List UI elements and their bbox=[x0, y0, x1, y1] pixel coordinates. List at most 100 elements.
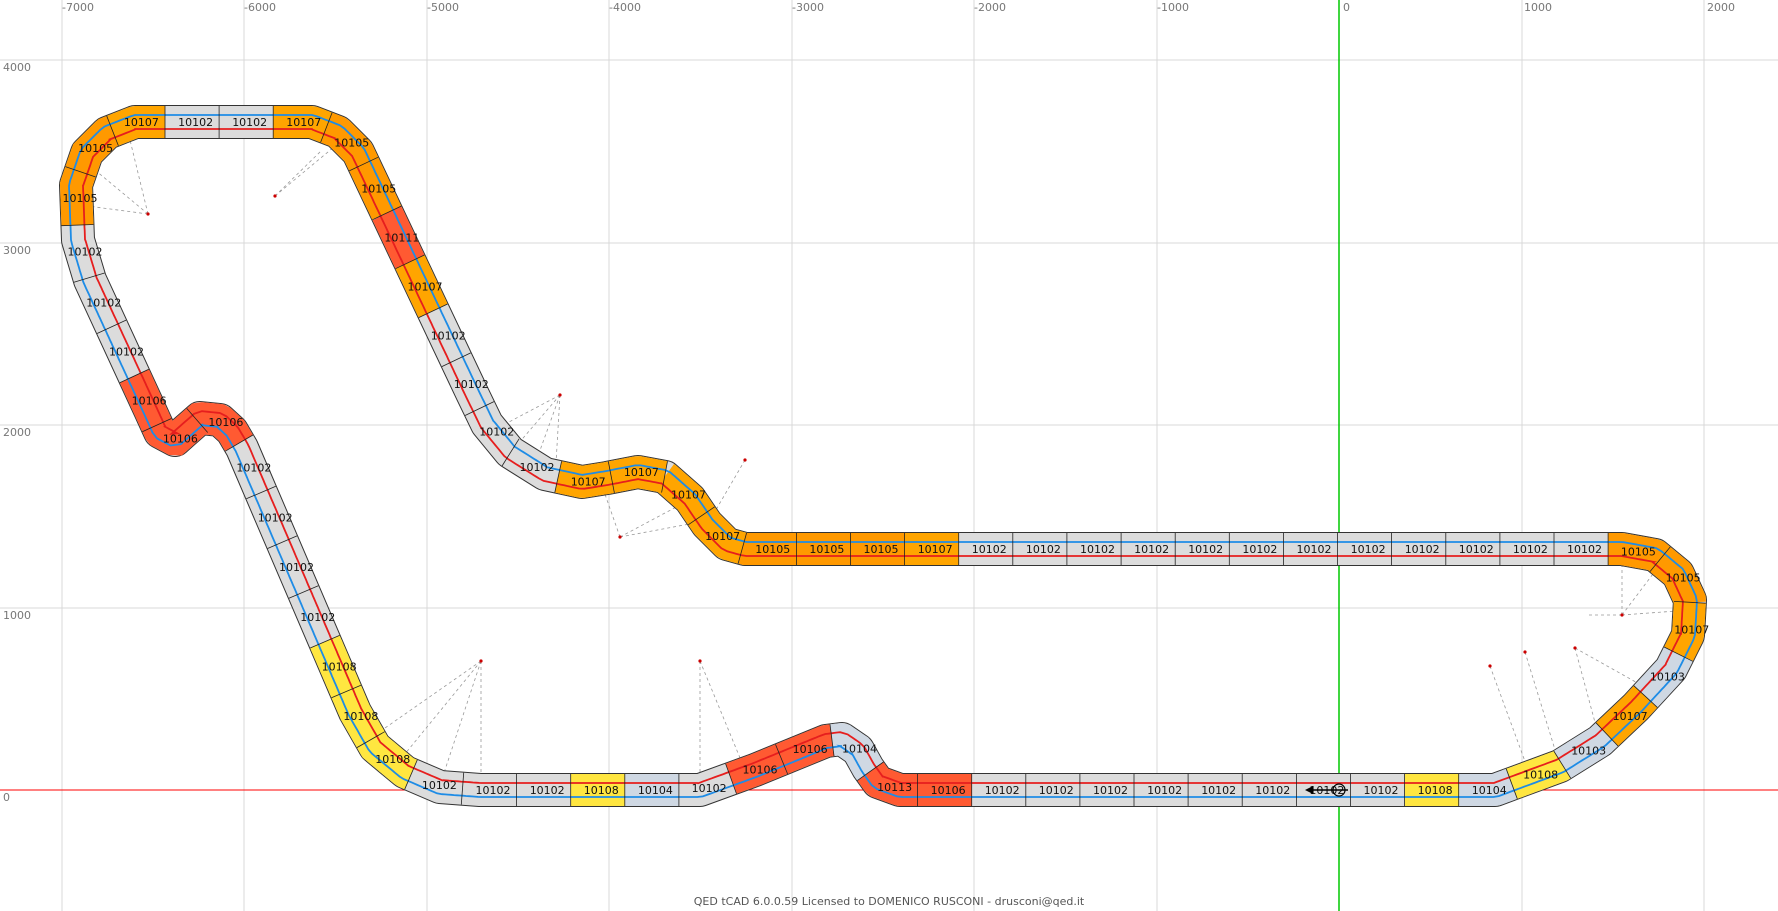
track-piece-label[interactable]: 10105 bbox=[334, 136, 369, 149]
track-piece-label[interactable]: 10107 bbox=[671, 489, 706, 502]
track-piece-label[interactable]: 10102 bbox=[1093, 784, 1128, 797]
track-piece-label[interactable]: 10105 bbox=[1666, 572, 1701, 585]
track-piece-label[interactable]: 10107 bbox=[705, 530, 740, 543]
track-piece-label[interactable]: 10102 bbox=[1080, 543, 1115, 556]
curve-center-marker[interactable] bbox=[698, 659, 702, 663]
curve-center-marker[interactable] bbox=[146, 212, 150, 216]
track-piece-label[interactable]: 10102 bbox=[530, 784, 565, 797]
track-piece-label[interactable]: 10107 bbox=[1674, 623, 1709, 636]
curve-center-marker[interactable] bbox=[558, 393, 562, 397]
track-piece-label[interactable]: 10102 bbox=[1201, 784, 1236, 797]
track-piece-label[interactable]: 10102 bbox=[1513, 543, 1548, 556]
track-piece-label[interactable]: 10102 bbox=[422, 779, 457, 792]
track-piece-label[interactable]: 10102 bbox=[300, 611, 335, 624]
track-piece-label[interactable]: 10104 bbox=[842, 743, 877, 756]
track-piece-label[interactable]: 10104 bbox=[1472, 784, 1507, 797]
track-piece-label[interactable]: 10102 bbox=[692, 782, 727, 795]
track-piece-label[interactable]: 10102 bbox=[1364, 784, 1399, 797]
track-piece-label[interactable]: 10103 bbox=[1571, 744, 1606, 757]
track-piece-label[interactable]: 10106 bbox=[931, 784, 966, 797]
track-piece-label[interactable]: 10105 bbox=[361, 183, 396, 196]
track-piece-label[interactable]: 10102 bbox=[258, 511, 293, 524]
track-piece-label[interactable]: 10106 bbox=[743, 763, 778, 776]
track-piece-label[interactable]: 10102 bbox=[985, 784, 1020, 797]
track-piece-label[interactable]: 10102 bbox=[520, 461, 555, 474]
track-piece-label[interactable]: 10102 bbox=[279, 561, 314, 574]
track-piece-label[interactable]: 10108 bbox=[1418, 784, 1453, 797]
track-piece-label[interactable]: 10102 bbox=[178, 116, 213, 129]
start-marker-icon[interactable] bbox=[1305, 783, 1348, 797]
track-piece-label[interactable]: 10105 bbox=[1621, 545, 1656, 558]
track-piece-label[interactable]: 10102 bbox=[236, 462, 271, 475]
piece-separator bbox=[106, 115, 119, 146]
track-piece-label[interactable]: 10106 bbox=[793, 743, 828, 756]
piece-separator bbox=[1595, 722, 1619, 747]
track-piece-label[interactable]: 10102 bbox=[1147, 784, 1182, 797]
track-piece-label[interactable]: 10102 bbox=[972, 543, 1007, 556]
track-piece-label[interactable]: 10102 bbox=[431, 329, 466, 342]
curve-center-marker[interactable] bbox=[273, 194, 277, 198]
curve-center-marker[interactable] bbox=[618, 535, 622, 539]
track-piece-label[interactable]: 10102 bbox=[1026, 543, 1061, 556]
curve-center-marker[interactable] bbox=[1523, 650, 1527, 654]
status-bar-text: QED tCAD 6.0.0.59 Licensed to DOMENICO R… bbox=[693, 895, 1085, 908]
track-piece-label[interactable]: 10102 bbox=[476, 784, 511, 797]
track-piece-label[interactable]: 10102 bbox=[86, 296, 121, 309]
track-piece-label[interactable]: 10105 bbox=[809, 543, 844, 556]
track-piece-fill bbox=[688, 506, 747, 564]
track-piece-label[interactable]: 10108 bbox=[375, 753, 410, 766]
track-piece-label[interactable]: 10102 bbox=[109, 345, 144, 358]
track-piece-label[interactable]: 10102 bbox=[68, 246, 103, 259]
track-piece-label[interactable]: 10102 bbox=[1242, 543, 1277, 556]
track-piece-label[interactable]: 10105 bbox=[864, 543, 899, 556]
construction-line bbox=[274, 141, 341, 197]
track-piece-label[interactable]: 10102 bbox=[1297, 543, 1332, 556]
track-piece-label[interactable]: 10107 bbox=[408, 280, 443, 293]
track-piece-label[interactable]: 10107 bbox=[918, 543, 953, 556]
track-piece-label[interactable]: 10105 bbox=[78, 142, 113, 155]
track-piece-label[interactable]: 10107 bbox=[286, 116, 321, 129]
track-piece-fill bbox=[1633, 647, 1693, 708]
track-piece-label[interactable]: 10102 bbox=[479, 426, 514, 439]
track-piece-label[interactable]: 10111 bbox=[384, 231, 419, 244]
track-piece-fill bbox=[310, 635, 361, 698]
track-piece-fill bbox=[320, 112, 379, 171]
curve-center-marker[interactable] bbox=[1620, 613, 1624, 617]
track-piece-label[interactable]: 10113 bbox=[877, 781, 912, 794]
track-piece-label[interactable]: 10107 bbox=[571, 476, 606, 489]
y-tick-label: 3000 bbox=[3, 244, 31, 257]
track-piece-label[interactable]: 10105 bbox=[63, 192, 98, 205]
track-piece-label[interactable]: 10104 bbox=[638, 784, 673, 797]
track-piece-fill bbox=[1649, 547, 1706, 607]
track-piece-label[interactable]: 10108 bbox=[322, 661, 357, 674]
track-piece-label[interactable]: 10103 bbox=[1650, 671, 1685, 684]
track-piece-label[interactable]: 10106 bbox=[208, 416, 243, 429]
track-piece-label[interactable]: 10108 bbox=[584, 784, 619, 797]
track-piece-label[interactable]: 10108 bbox=[1523, 769, 1558, 782]
curve-center-marker[interactable] bbox=[743, 458, 747, 462]
track-piece-label[interactable]: 10102 bbox=[1134, 543, 1169, 556]
track-piece-label[interactable]: 10107 bbox=[124, 116, 159, 129]
track-piece-label[interactable]: 10107 bbox=[1613, 710, 1648, 723]
track-piece-label[interactable]: 10102 bbox=[1459, 543, 1494, 556]
track-piece-label[interactable]: 10106 bbox=[132, 395, 167, 408]
track-piece-label[interactable]: 10102 bbox=[1405, 543, 1440, 556]
track-piece-fill bbox=[356, 731, 418, 790]
track-piece-label[interactable]: 10102 bbox=[1567, 543, 1602, 556]
track-piece-label[interactable]: 10108 bbox=[343, 710, 378, 723]
curve-center-marker[interactable] bbox=[1488, 664, 1492, 668]
track-piece-label[interactable]: 10102 bbox=[454, 378, 489, 391]
piece-separator bbox=[829, 724, 835, 757]
track-base-surface bbox=[60, 106, 1706, 806]
track-piece-label[interactable]: 10102 bbox=[1255, 784, 1290, 797]
track-piece-label[interactable]: 10102 bbox=[232, 116, 267, 129]
track-piece-label[interactable]: 10102 bbox=[1351, 543, 1386, 556]
curve-center-marker[interactable] bbox=[479, 659, 483, 663]
curve-center-marker[interactable] bbox=[1573, 646, 1577, 650]
track-piece-label[interactable]: 10106 bbox=[163, 432, 198, 445]
track-piece-label[interactable]: 10105 bbox=[755, 543, 790, 556]
track-piece-label[interactable]: 10102 bbox=[1188, 543, 1223, 556]
track-piece-label[interactable]: 10102 bbox=[1039, 784, 1074, 797]
track-piece-label[interactable]: 10107 bbox=[624, 466, 659, 479]
